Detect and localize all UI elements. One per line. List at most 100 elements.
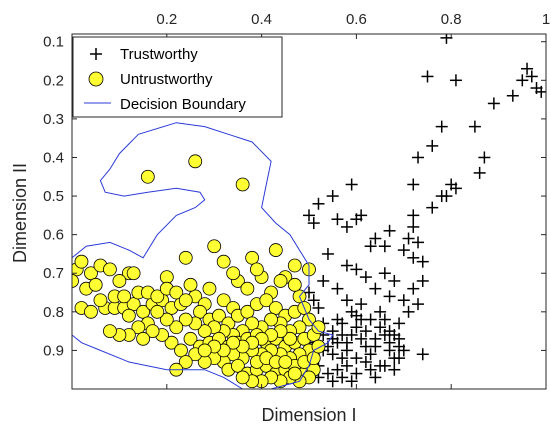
trustworthy-point — [378, 359, 391, 372]
y-tick-label: 0.6 — [43, 227, 64, 244]
trustworthy-point — [345, 328, 358, 341]
trustworthy-point — [331, 282, 344, 295]
untrustworthy-point — [216, 254, 231, 269]
untrustworthy-point — [126, 266, 141, 281]
trustworthy-point — [345, 375, 358, 388]
trustworthy-point — [516, 74, 529, 87]
untrustworthy-point — [103, 324, 117, 339]
untrustworthy-point — [183, 277, 198, 292]
y-tick-label: 0.4 — [43, 149, 64, 166]
trustworthy-point — [407, 178, 420, 191]
untrustworthy-point — [93, 293, 108, 308]
untrustworthy-point — [311, 320, 326, 335]
untrustworthy-point — [136, 304, 151, 319]
trustworthy-point — [402, 232, 415, 245]
untrustworthy-point — [212, 308, 226, 323]
trustworthy-point — [440, 190, 453, 203]
trustworthy-point — [350, 321, 363, 334]
trustworthy-point — [374, 321, 387, 334]
trustworthy-point — [364, 348, 377, 361]
legend-marker-untrustworthy — [88, 71, 104, 87]
trustworthy-point — [317, 274, 330, 287]
y-tick-label: 0.7 — [43, 265, 64, 282]
untrustworthy-point — [278, 355, 293, 369]
untrustworthy-point — [235, 177, 250, 192]
trustworthy-point — [307, 217, 320, 230]
legend-label-decision-boundary: Decision Boundary — [120, 96, 246, 113]
untrustworthy-point — [159, 270, 174, 284]
trustworthy-point — [355, 332, 368, 345]
trustworthy-point — [326, 348, 339, 361]
trustworthy-point — [468, 120, 481, 133]
untrustworthy-point — [145, 324, 160, 339]
trustworthy-point — [364, 363, 377, 376]
trustworthy-point — [449, 74, 462, 87]
trustworthy-point — [383, 336, 396, 349]
untrustworthy-point — [197, 343, 212, 358]
trustworthy-point — [473, 166, 486, 179]
axes-frame — [71, 33, 547, 390]
trustworthy-point — [388, 328, 401, 341]
trustworthy-point — [336, 317, 349, 330]
trustworthy-point — [359, 355, 372, 368]
untrustworthy-point — [249, 262, 264, 277]
trustworthy-point — [369, 371, 382, 384]
trustworthy-point — [340, 259, 353, 272]
trustworthy-point — [359, 271, 372, 284]
untrustworthy-point — [306, 351, 321, 366]
trustworthy-point — [407, 209, 420, 222]
untrustworthy-point — [126, 297, 141, 312]
untrustworthy-point — [131, 320, 146, 335]
untrustworthy-point — [178, 312, 193, 327]
untrustworthy-point — [74, 254, 89, 269]
legend-marker-trustworthy — [90, 48, 102, 60]
untrustworthy-point — [207, 239, 222, 254]
untrustworthy-point — [245, 250, 260, 265]
trustworthy-point — [421, 70, 434, 83]
trustworthy-point — [350, 263, 363, 276]
untrustworthy-point — [164, 335, 179, 350]
legend-label-untrustworthy: Untrustworthy — [120, 71, 213, 88]
untrustworthy-point — [240, 304, 255, 319]
trustworthy-point — [393, 340, 406, 353]
untrustworthy-point — [88, 277, 103, 292]
trustworthy-point — [378, 240, 391, 253]
trustworthy-point — [369, 340, 382, 353]
trustworthy-point — [369, 282, 382, 295]
trustworthy-point — [340, 220, 353, 233]
y-tick-label: 0.1 — [43, 34, 64, 51]
trustworthy-point — [331, 213, 344, 226]
trustworthy-point — [364, 240, 377, 253]
untrustworthy-point — [150, 289, 165, 304]
trustworthy-point — [397, 294, 410, 307]
untrustworthy-point — [178, 293, 193, 308]
trustworthy-point — [449, 182, 462, 195]
untrustworthy-point — [183, 331, 198, 346]
trustworthy-point — [426, 201, 439, 214]
untrustworthy-point — [150, 304, 165, 319]
legend: Trustworthy Untrustworthy Decision Bound… — [72, 36, 283, 118]
trustworthy-point — [374, 305, 387, 318]
legend-label-trustworthy: Trustworthy — [120, 46, 198, 63]
trustworthy-point — [416, 255, 429, 268]
trustworthy-point — [326, 190, 339, 203]
trustworthy-point — [340, 294, 353, 307]
trustworthy-point — [397, 244, 410, 257]
y-axis-title: Dimension II — [10, 163, 30, 263]
trustworthy-point — [312, 301, 325, 314]
y-tick-label: 0.8 — [43, 304, 64, 321]
trustworthy-point — [521, 62, 534, 75]
x-tick-label: 0.4 — [251, 11, 272, 28]
untrustworthy-point — [259, 293, 274, 308]
untrustworthy-point — [240, 281, 255, 296]
untrustworthy-point — [178, 355, 193, 369]
x-tick-label: 0.6 — [346, 11, 367, 28]
untrustworthy-point — [226, 335, 241, 350]
untrustworthy-point — [169, 285, 184, 300]
trustworthy-point — [355, 298, 368, 311]
trustworthy-point — [435, 120, 448, 133]
trustworthy-point — [303, 209, 315, 222]
trustworthy-point — [350, 352, 363, 365]
trustworthy-point — [412, 298, 425, 311]
